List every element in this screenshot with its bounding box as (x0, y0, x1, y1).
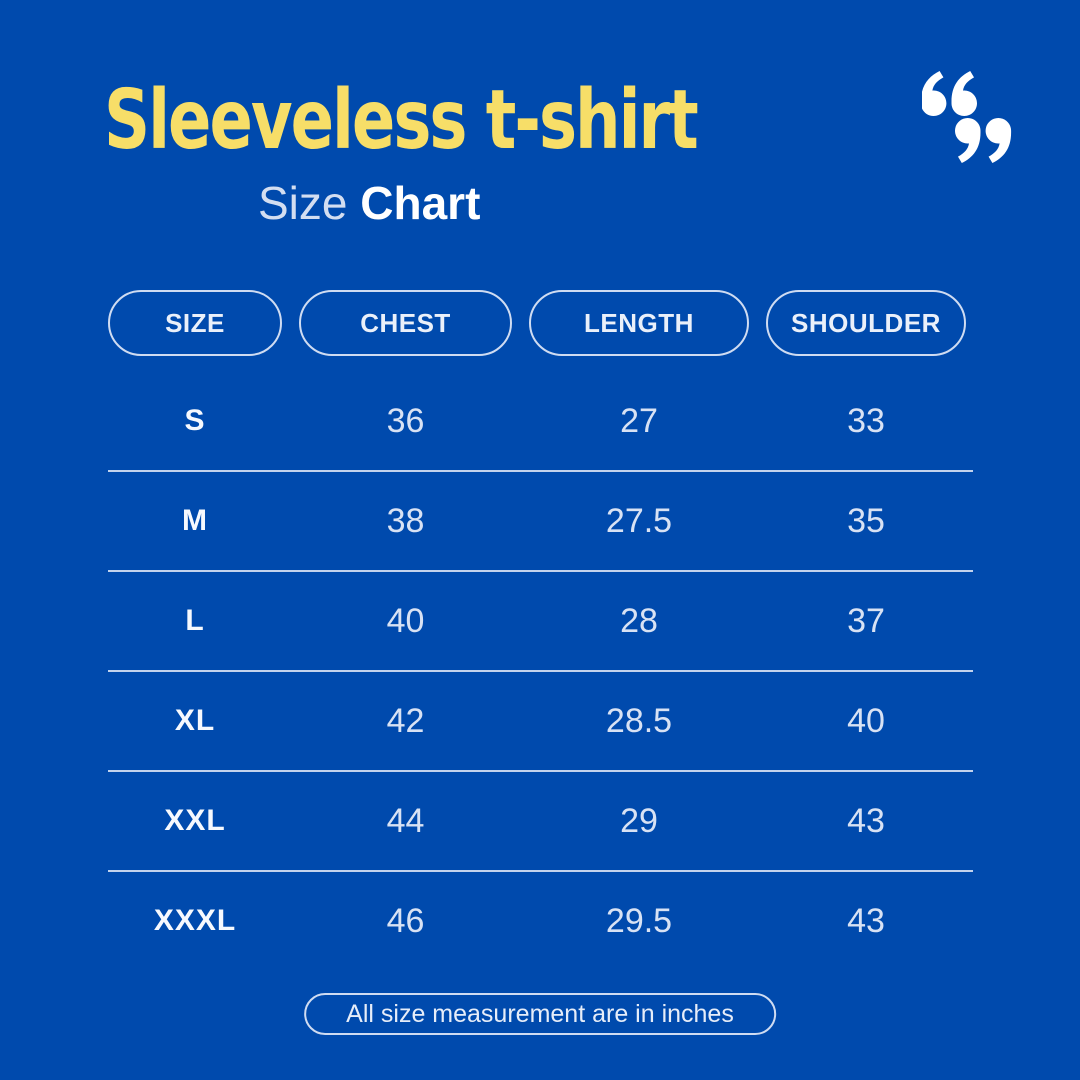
measurement-value: 27 (620, 401, 658, 440)
size-label: XXL (164, 804, 226, 837)
measurement-value: 44 (386, 801, 425, 840)
measurement-value: 28.5 (605, 701, 673, 740)
table-row: M 38 27.5 35 (108, 472, 973, 572)
subtitle-bold: Chart (360, 177, 481, 229)
measurement-value: 29.5 (605, 901, 673, 940)
table-row: S 36 27 33 (108, 372, 973, 472)
size-label: XXXL (153, 904, 237, 937)
measurement-value: 27.5 (605, 501, 673, 540)
size-label: S (184, 404, 206, 437)
size-label: XL (174, 704, 216, 737)
table-row: XL 42 28.5 40 (108, 672, 973, 772)
size-table-body: S 36 27 33 M 38 27.5 35 L 40 28 37 XL 42 28.5 40 XXL 44 29… (108, 372, 973, 970)
page-title: Sleeveless t-shirt (104, 74, 699, 169)
table-row: XXXL 46 29.5 43 (108, 872, 973, 970)
table-row: L 40 28 37 (108, 572, 973, 672)
measurement-value: 37 (847, 601, 885, 640)
measurement-value: 42 (386, 701, 425, 740)
size-label: M (182, 504, 208, 537)
column-header-pill: SIZE (108, 290, 282, 356)
footnote-text: All size measurement are in inches (346, 999, 734, 1028)
size-label: L (185, 604, 205, 637)
measurement-value: 36 (386, 401, 425, 440)
subtitle-light: Size (258, 177, 348, 229)
quotation-marks-icon (920, 68, 1012, 168)
column-header-pill: SHOULDER (766, 290, 966, 356)
column-header-pill: CHEST (299, 290, 512, 356)
measurement-value: 35 (847, 501, 885, 540)
subtitle: Size Chart (258, 176, 480, 230)
measurement-value: 43 (847, 801, 885, 840)
measurement-value: 28 (620, 601, 658, 640)
measurement-value: 33 (847, 401, 885, 440)
measurement-value: 40 (847, 701, 885, 740)
footnote-pill: All size measurement are in inches (304, 993, 776, 1035)
table-row: XXL 44 29 43 (108, 772, 973, 872)
measurement-value: 29 (620, 801, 658, 840)
measurement-value: 43 (847, 901, 885, 940)
table-header-row: SIZE CHEST LENGTH SHOULDER (108, 290, 969, 356)
measurement-value: 46 (386, 901, 425, 940)
measurement-value: 40 (386, 601, 425, 640)
column-header-pill: LENGTH (529, 290, 749, 356)
measurement-value: 38 (386, 501, 425, 540)
